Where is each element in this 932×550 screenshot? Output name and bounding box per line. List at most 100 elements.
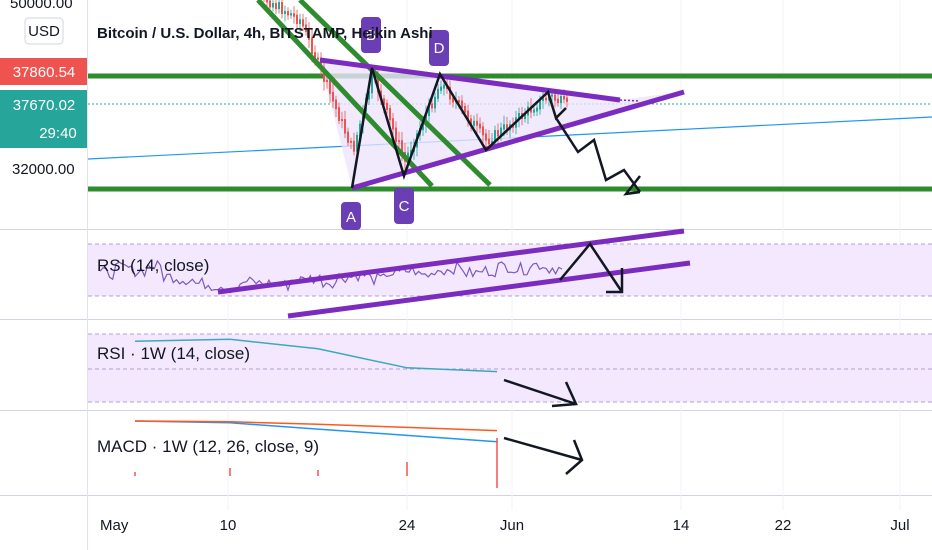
candle-body: [335, 99, 337, 110]
candle-body: [314, 52, 316, 60]
resistance-price-badge: [0, 58, 87, 85]
candle-body: [410, 149, 412, 155]
candle-body: [287, 11, 289, 16]
candle-body: [482, 126, 484, 136]
candle-body: [371, 74, 373, 94]
wave-labels: A B C D: [341, 17, 449, 230]
candle-body: [551, 94, 553, 97]
candle-body: [386, 102, 388, 111]
wave-label-d: D: [429, 30, 449, 66]
time-tick-may: May: [100, 517, 129, 534]
price-label-top: 50000.00: [10, 0, 73, 12]
candle-body: [449, 86, 451, 100]
candle-body: [329, 80, 331, 94]
candle-body: [431, 103, 433, 109]
candle-body: [401, 140, 403, 155]
candle-body: [278, 2, 280, 10]
candle-body: [317, 57, 319, 60]
candle-body: [341, 118, 343, 122]
candle-body: [440, 86, 442, 91]
candle-body: [356, 134, 358, 152]
rsi-projection: [559, 241, 624, 293]
candle-body: [560, 96, 562, 104]
candle-body: [437, 88, 439, 99]
candle-body: [545, 97, 547, 101]
time-tick-22: 22: [775, 517, 792, 534]
purple-triangle: [319, 57, 685, 191]
candle-body: [338, 107, 340, 121]
rsi-line: [99, 259, 563, 294]
wave-label-a: A: [341, 202, 361, 230]
price-axis[interactable]: 50000.00 USD 37860.54 37670.02 29:40 320…: [0, 0, 87, 178]
candle-body: [557, 98, 559, 104]
candle-body: [566, 97, 568, 102]
candle-body: [503, 124, 505, 130]
candle-body: [533, 109, 535, 113]
svg-text:D: D: [434, 40, 445, 57]
candle-body: [392, 118, 394, 130]
macd-arrow: [503, 436, 583, 462]
candle-body: [323, 67, 325, 82]
rsi-pane-label: RSI (14, close): [97, 256, 209, 275]
candle-body: [461, 100, 463, 108]
abcd-wave-line: [350, 67, 567, 189]
candle-body: [290, 13, 292, 16]
svg-text:A: A: [346, 209, 356, 226]
candle-body: [542, 97, 544, 101]
macd-histogram: [134, 438, 498, 488]
time-axis[interactable]: May 10 24 Jun 14 22 Jul: [100, 517, 910, 534]
candle-body: [458, 100, 460, 103]
candle-body: [368, 91, 370, 100]
candle-body: [281, 2, 283, 14]
candle-body: [464, 105, 466, 113]
candle-body: [491, 140, 493, 145]
svg-text:B: B: [366, 27, 376, 44]
candle-body: [332, 91, 334, 102]
currency-button[interactable]: [24, 17, 64, 45]
candle-body: [443, 84, 445, 89]
candle-body: [500, 127, 502, 137]
candle-body: [308, 29, 310, 40]
candle-body: [428, 103, 430, 116]
candle-body: [296, 14, 298, 25]
candle-body: [452, 97, 454, 103]
resistance-price-text: 37860.54: [13, 64, 76, 81]
time-tick-14: 14: [673, 517, 690, 534]
time-tick-jul: Jul: [890, 517, 909, 534]
candle-body: [269, 0, 271, 8]
candle-body: [275, 2, 277, 10]
candle-body: [518, 113, 520, 120]
rsi-weekly-arrow: [503, 378, 577, 406]
candle-body: [554, 94, 556, 101]
macd-arrowhead: [565, 439, 584, 475]
candle-body: [398, 140, 400, 143]
candle-body: [485, 133, 487, 141]
candle-body: [476, 120, 478, 126]
candle-body: [434, 96, 436, 109]
candle-body: [320, 57, 322, 70]
green-channel: [256, 0, 492, 188]
chart-title: Bitcoin / U.S. Dollar, 4h, BITSTAMP, Hei…: [97, 25, 433, 42]
wave-label-c: C: [394, 188, 414, 224]
candle-body: [494, 130, 496, 143]
candle-body: [293, 13, 295, 17]
candle-body: [353, 140, 355, 152]
currency-label: USD: [28, 23, 60, 40]
rsi-weekly-line: [134, 338, 498, 373]
candle-body: [305, 24, 307, 32]
candle-body: [497, 130, 499, 137]
candle-body: [350, 140, 352, 143]
candle-body: [326, 79, 328, 83]
candle-body: [524, 113, 526, 120]
rsi-weekly-pane-label: RSI · 1W (14, close): [97, 344, 250, 363]
candle-body: [473, 120, 475, 126]
svg-text:C: C: [399, 198, 410, 215]
candle-body: [563, 96, 565, 100]
projection-arrowhead: [623, 175, 641, 196]
candle-body: [506, 124, 508, 131]
candle-body: [266, 0, 268, 3]
candle-body: [536, 107, 538, 112]
candle-body: [347, 131, 349, 143]
